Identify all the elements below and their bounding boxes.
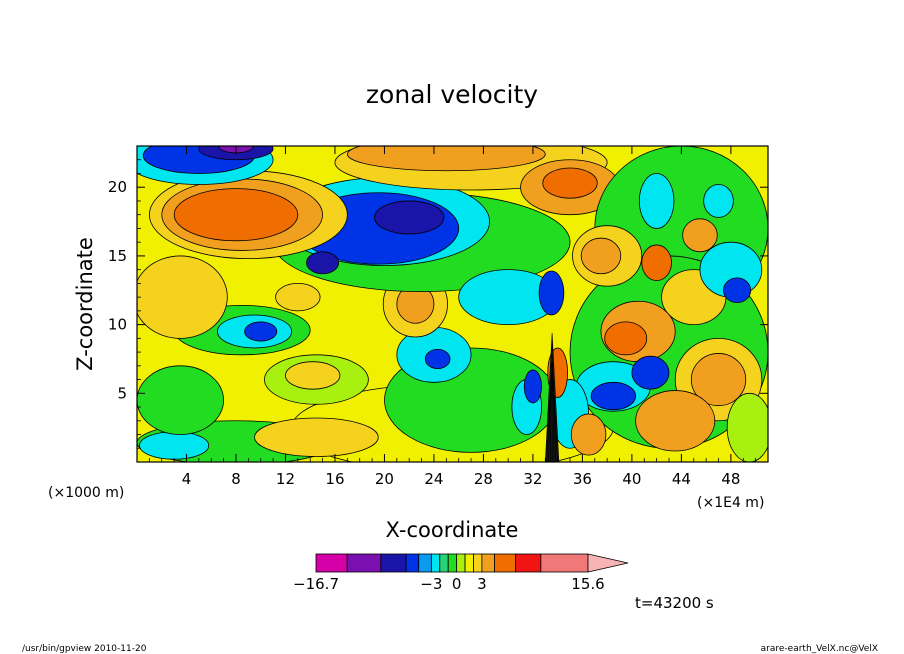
colorbar-extend-arrow — [587, 553, 629, 573]
contour-region-57 — [703, 184, 734, 218]
x-axis-ticks: 4 8 12 16 20 24 28 32 36 40 44 48 — [148, 146, 757, 488]
contour-region-8 — [285, 361, 341, 390]
contour-region-46 — [631, 355, 670, 390]
contour-region-12 — [244, 321, 278, 342]
colorbar-labels: −16.7 −3 0 3 15.6 — [293, 575, 605, 593]
spike-line-5 — [552, 378, 557, 462]
x-tick-label-8: 36 — [573, 470, 592, 488]
colorbar-level-13 — [515, 553, 542, 573]
contour-region-43 — [604, 321, 648, 356]
y-tick-label-3: 20 — [108, 178, 127, 196]
contour-region-48 — [690, 353, 747, 407]
x-tick-label-0: 4 — [182, 470, 192, 488]
colorbar-label-2: 0 — [452, 575, 462, 593]
y-tick-label-2: 15 — [108, 247, 127, 265]
colorbar-level-12 — [494, 553, 516, 573]
contour-region-58 — [641, 244, 672, 282]
contour-region-34 — [542, 167, 598, 199]
x-tick-label-11: 48 — [721, 470, 740, 488]
x-tick-label-10: 44 — [672, 470, 691, 488]
contour-region-56 — [638, 173, 675, 229]
colorbar-level-9 — [464, 553, 474, 573]
colorbar-level-7 — [447, 553, 458, 573]
x-tick-label-2: 12 — [276, 470, 295, 488]
chart-title: zonal velocity — [366, 80, 538, 109]
time-label: t=43200 s — [635, 594, 714, 612]
colorbar-level-11 — [481, 553, 495, 573]
colorbar-level-6 — [439, 553, 449, 573]
topography-spike — [544, 332, 560, 462]
x-tick-label-4: 20 — [375, 470, 394, 488]
x-tick-label-6: 28 — [474, 470, 493, 488]
contour-regions — [137, 146, 768, 462]
spike-line-6 — [553, 394, 559, 462]
colorbar-level-4 — [418, 553, 432, 573]
contour-region-23 — [538, 270, 565, 316]
spike-line-2 — [549, 361, 552, 462]
footer-left: /usr/bin/gpview 2010-11-20 — [22, 644, 147, 654]
contour-region-55 — [523, 369, 542, 404]
colorbar-level-14 — [540, 553, 589, 573]
colorbar-label-1: −3 — [420, 575, 442, 593]
colorbar-label-0: −16.7 — [293, 575, 339, 593]
contour-region-32 — [346, 146, 546, 172]
y-axis-ticks: 5 10 15 20 — [108, 159, 768, 449]
contour-region-26 — [173, 188, 299, 242]
contour-region-45 — [590, 381, 637, 411]
contour-region-21 — [306, 251, 340, 275]
x-tick-label-9: 40 — [622, 470, 641, 488]
colorbar-label-3: 3 — [477, 575, 487, 593]
x-tick-label-5: 24 — [424, 470, 443, 488]
contour-region-49 — [635, 390, 716, 452]
colorbar-level-2 — [380, 553, 407, 573]
contour-region-20 — [374, 200, 445, 235]
colorbar — [315, 553, 629, 573]
x-tick-label-3: 16 — [325, 470, 344, 488]
contour-region-38 — [580, 237, 622, 275]
colorbar-label-4: 15.6 — [571, 575, 604, 593]
y-tick-label-0: 5 — [117, 384, 127, 402]
contour-region-3 — [254, 417, 379, 457]
plot-area — [136, 145, 769, 463]
x-unit-label: (×1E4 m) — [697, 495, 764, 511]
colorbar-level-8 — [456, 553, 466, 573]
colorbar-level-0 — [315, 553, 348, 573]
y-tick-label-1: 10 — [108, 316, 127, 334]
x-axis-label: X-coordinate — [386, 518, 519, 542]
contour-region-53 — [570, 413, 607, 456]
contour-region-2 — [139, 431, 210, 460]
colorbar-level-5 — [430, 553, 441, 573]
colorbar-level-10 — [473, 553, 483, 573]
x-tick-label-7: 32 — [523, 470, 542, 488]
colorbar-level-1 — [346, 553, 382, 573]
contour-region-50 — [726, 392, 768, 462]
spike-line-4 — [552, 361, 555, 462]
colorbar-level-3 — [405, 553, 420, 573]
contour-region-59 — [682, 218, 718, 253]
contour-region-41 — [723, 277, 752, 304]
spike-line-0 — [546, 394, 551, 462]
plot-frame — [136, 145, 769, 463]
contour-region-13 — [137, 255, 228, 339]
x-tick-label-1: 8 — [231, 470, 241, 488]
contour-region-16 — [275, 282, 321, 312]
y-axis-label: Z-coordinate — [73, 237, 97, 371]
x-scale-label: (×1000 m) — [48, 485, 124, 501]
footer-right: arare-earth_VelX.nc@VelX — [761, 644, 878, 654]
contour-region-9 — [137, 365, 224, 435]
contour-region-6 — [424, 348, 451, 369]
spike-line-1 — [548, 378, 552, 462]
